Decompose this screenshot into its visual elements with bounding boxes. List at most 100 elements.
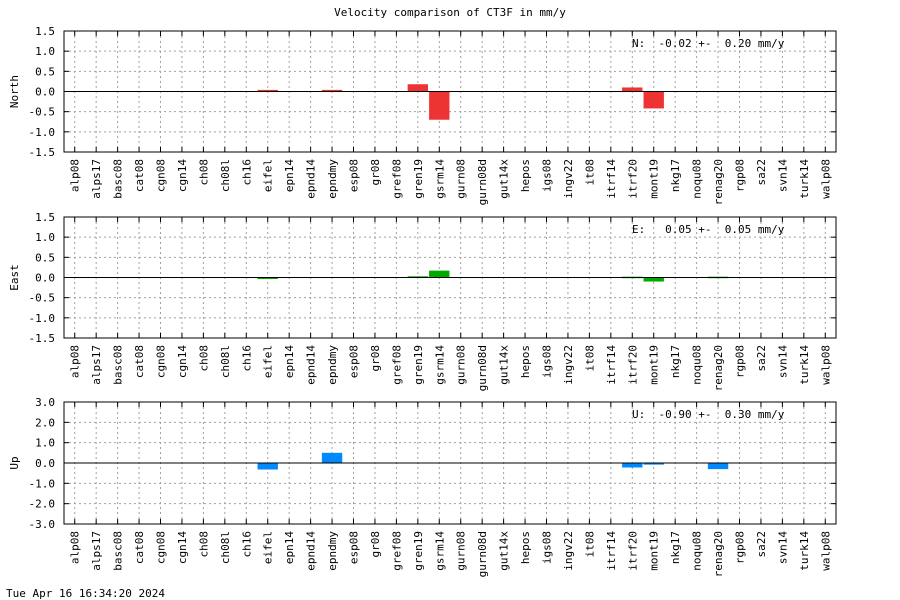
east-category-label: cgn14 bbox=[176, 345, 189, 378]
east-category-label: ch08 bbox=[197, 345, 210, 372]
up-category-label: gren19 bbox=[412, 531, 425, 571]
north-category-label: rgp08 bbox=[734, 159, 747, 192]
up-panel: -3.0 -2.0 -1.0 0.0 1.0 2.0 3.0 U: -0.90 +- 0.30… bbox=[8, 396, 837, 577]
east-category-label: itrf14 bbox=[605, 345, 618, 385]
east-category-label: epnd14 bbox=[305, 345, 318, 385]
north-bar-itrf20 bbox=[622, 87, 643, 92]
up-category-label: cgn08 bbox=[155, 531, 168, 564]
north-category-label: gurn08 bbox=[455, 159, 468, 199]
north-category-label: svn14 bbox=[776, 159, 789, 192]
north-category-label: cgn14 bbox=[176, 159, 189, 192]
up-category-label: cat08 bbox=[133, 531, 146, 564]
timestamp-footer: Tue Apr 16 16:34:20 2024 bbox=[6, 587, 165, 600]
east-category-label: basc08 bbox=[112, 345, 125, 385]
up-category-label: gurn08d bbox=[476, 531, 489, 577]
east-category-label: ch08l bbox=[219, 345, 232, 378]
east-category-label: noqu08 bbox=[691, 345, 704, 385]
north-ytick-label: 0.5 bbox=[35, 65, 55, 78]
north-category-label: it08 bbox=[583, 159, 596, 186]
up-category-label: turk14 bbox=[798, 531, 811, 571]
east-bar-eifel bbox=[257, 277, 278, 279]
north-category-label: basc08 bbox=[112, 159, 125, 199]
east-category-label: svn14 bbox=[776, 345, 789, 378]
east-category-label: cgn08 bbox=[155, 345, 168, 378]
north-plot-frame bbox=[63, 30, 837, 153]
up-category-label: itrf20 bbox=[626, 531, 639, 571]
north-bar-eifel bbox=[257, 89, 278, 92]
up-bar-mont19 bbox=[643, 463, 664, 465]
north-category-label: mont19 bbox=[648, 159, 661, 199]
north-bar-mont19 bbox=[643, 91, 664, 109]
up-bar-renag20 bbox=[707, 463, 729, 470]
north-category-label: ch08l bbox=[219, 159, 232, 192]
east-bar-mont19 bbox=[643, 277, 664, 282]
east-ytick-label: 0.5 bbox=[35, 251, 55, 264]
up-category-label: gr08 bbox=[369, 531, 382, 558]
up-category-label: nkg17 bbox=[669, 531, 682, 564]
north-category-label: alp08 bbox=[69, 159, 82, 192]
north-category-label: gr08 bbox=[369, 159, 382, 186]
north-panel: -1.5 -1.0 -0.5 0.0 0.5 1.0 1.5 N: -0.02 +- 0.20… bbox=[8, 25, 837, 205]
north-category-label: gref08 bbox=[390, 159, 403, 199]
up-ytick-label: -3.0 bbox=[29, 518, 56, 531]
up-category-label: renag20 bbox=[712, 531, 725, 577]
east-category-label: gurn08d bbox=[476, 345, 489, 391]
chart-title: Velocity comparison of CT3F in mm/y bbox=[334, 6, 566, 19]
up-category-label: ch08 bbox=[197, 531, 210, 558]
east-category-label: cat08 bbox=[133, 345, 146, 378]
north-category-label: noqu08 bbox=[691, 159, 704, 199]
up-category-label: epnd14 bbox=[305, 531, 318, 571]
up-category-label: gurn08 bbox=[455, 531, 468, 571]
north-bar-gren19 bbox=[407, 84, 429, 92]
up-category-label: sa22 bbox=[755, 531, 768, 558]
up-category-label: alps17 bbox=[90, 531, 103, 571]
east-category-label: turk14 bbox=[798, 345, 811, 385]
east-category-label: alp08 bbox=[69, 345, 82, 378]
up-category-label: ch08l bbox=[219, 531, 232, 564]
north-category-label: igs08 bbox=[541, 159, 554, 192]
north-category-label: cgn08 bbox=[155, 159, 168, 192]
up-category-label: ingv22 bbox=[562, 531, 575, 571]
east-ytick-label: -1.0 bbox=[29, 312, 56, 325]
east-plot-frame bbox=[63, 216, 837, 339]
north-stat-annotation: N: -0.02 +- 0.20 mm/y bbox=[632, 37, 785, 50]
east-category-label: alps17 bbox=[90, 345, 103, 385]
east-category-label: ch16 bbox=[240, 345, 253, 372]
up-category-label: svn14 bbox=[776, 531, 789, 564]
up-ytick-label: 2.0 bbox=[35, 416, 55, 429]
east-category-label: gurn08 bbox=[455, 345, 468, 385]
north-category-label: renag20 bbox=[712, 159, 725, 205]
up-category-label: ch16 bbox=[240, 531, 253, 558]
east-category-label: it08 bbox=[583, 345, 596, 372]
north-bar-gsrm14 bbox=[429, 91, 450, 120]
up-category-label: noqu08 bbox=[691, 531, 704, 571]
up-category-label: igs08 bbox=[541, 531, 554, 564]
up-category-label: it08 bbox=[583, 531, 596, 558]
north-category-label: sa22 bbox=[755, 159, 768, 186]
north-category-label: gurn08d bbox=[476, 159, 489, 205]
north-category-label: alps17 bbox=[90, 159, 103, 199]
up-stat-annotation: U: -0.90 +- 0.30 mm/y bbox=[632, 408, 785, 421]
up-category-label: alp08 bbox=[69, 531, 82, 564]
up-category-label: epn14 bbox=[283, 531, 296, 564]
up-category-label: gref08 bbox=[390, 531, 403, 571]
east-category-label: nkg17 bbox=[669, 345, 682, 378]
east-panel: -1.5 -1.0 -0.5 0.0 0.5 1.0 1.5 E: 0.05 +- 0.05 … bbox=[8, 211, 837, 391]
up-category-label: walp08 bbox=[819, 531, 832, 571]
up-category-label: hepos bbox=[519, 531, 532, 564]
north-category-label: itrf14 bbox=[605, 159, 618, 199]
up-plot-frame bbox=[63, 401, 837, 525]
up-category-label: eifel bbox=[262, 531, 275, 564]
north-category-label: walp08 bbox=[819, 159, 832, 199]
east-category-label: gr08 bbox=[369, 345, 382, 372]
north-ytick-label: -1.5 bbox=[29, 146, 56, 159]
east-category-label: hepos bbox=[519, 345, 532, 378]
north-category-label: nkg17 bbox=[669, 159, 682, 192]
east-category-label: gref08 bbox=[390, 345, 403, 385]
up-category-label: epndmy bbox=[326, 531, 339, 571]
east-ytick-label: 1.0 bbox=[35, 231, 55, 244]
up-category-label: gsrm14 bbox=[433, 531, 446, 571]
east-category-label: gsrm14 bbox=[433, 345, 446, 385]
